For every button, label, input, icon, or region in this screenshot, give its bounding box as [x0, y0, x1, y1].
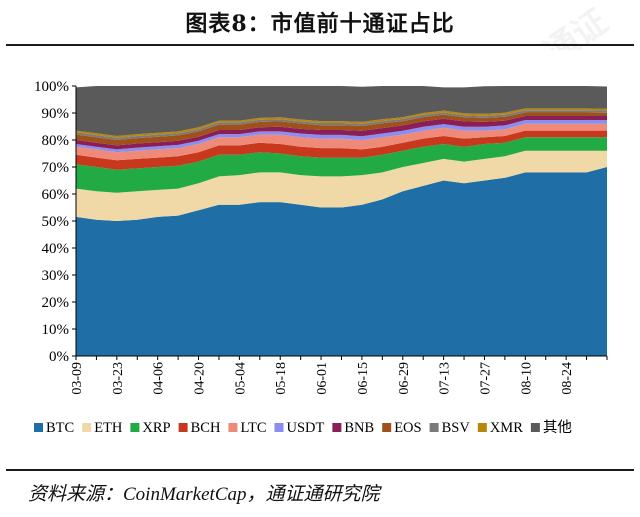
- x-tick-label: 06-01: [315, 362, 330, 395]
- y-tick-label: 40%: [42, 241, 70, 257]
- area-btc: [76, 167, 607, 356]
- x-tick-label: 06-29: [397, 362, 412, 395]
- x-tick-label: 07-27: [478, 362, 493, 395]
- legend: BTC ETH XRP BCH LTC USDT BNB EOS BSV XMR 其他: [34, 419, 572, 436]
- legend-swatch: [332, 423, 342, 432]
- legend-swatch: [477, 423, 487, 432]
- legend-label: BSV: [442, 420, 471, 436]
- legend-swatch: [34, 423, 43, 432]
- legend-label: BTC: [46, 420, 74, 436]
- x-tick-label: 03-23: [111, 362, 126, 395]
- legend-label: BCH: [191, 420, 221, 436]
- x-tick-label: 05-18: [274, 362, 289, 395]
- area-usdt: [76, 120, 607, 153]
- legend-swatch: [82, 423, 92, 432]
- x-tick-label: 07-13: [438, 362, 453, 395]
- area-xrp: [76, 137, 607, 193]
- chart-title: 图表8：市值前十通证占比: [185, 11, 455, 37]
- area-bnb: [76, 116, 607, 150]
- y-tick-label: 80%: [42, 133, 70, 149]
- legend-label: BNB: [344, 420, 374, 436]
- area-series-group: [76, 86, 607, 356]
- area-xmr: [76, 108, 607, 138]
- y-tick-label: 30%: [42, 268, 70, 284]
- x-tick-label: 05-04: [233, 362, 248, 395]
- title-divider: [6, 44, 634, 46]
- legend-label: XRP: [142, 420, 170, 436]
- area-eth: [76, 150, 607, 221]
- area-other: [76, 86, 607, 136]
- legend-swatch: [274, 423, 284, 432]
- area-ltc: [76, 123, 607, 161]
- legend-swatch: [178, 423, 188, 432]
- x-tick-label: 06-15: [356, 362, 371, 395]
- legend-label: 其他: [543, 419, 572, 436]
- source-divider: [6, 469, 634, 471]
- x-tick-label: 04-06: [152, 362, 167, 395]
- y-tick-label: 50%: [42, 214, 70, 230]
- chart-area: 0% 10% 20% 30% 40% 50% 60% 70% 80% 90% 100% 03-09 0…: [6, 50, 634, 462]
- source-note: 资料来源：CoinMarketCap，通证通研究院: [28, 484, 380, 505]
- area-bsv: [76, 110, 607, 140]
- legend-swatch: [530, 423, 540, 432]
- y-tick-label: 100%: [34, 79, 69, 95]
- stacked-area-chart: 0%10%20%30%40%50%60%70%80%90%100% 03-09 0…: [34, 79, 608, 436]
- x-tick-label: 03-09: [70, 362, 85, 395]
- legend-swatch: [382, 423, 392, 432]
- legend-swatch: [429, 423, 439, 432]
- legend-label: EOS: [394, 420, 421, 436]
- area-eos: [76, 112, 607, 146]
- y-axis: 0% 10% 20% 30% 40% 50% 60% 70% 80% 90% 100%: [34, 79, 77, 365]
- area-bch: [76, 130, 607, 170]
- y-tick-label: 70%: [42, 160, 70, 176]
- x-tick-label: 08-24: [560, 362, 575, 395]
- y-tick-label: 60%: [42, 187, 70, 203]
- legend-swatch: [130, 423, 140, 432]
- x-tick-label: 04-20: [193, 362, 208, 395]
- y-tick-label: 0%: [49, 349, 69, 365]
- y-tick-label: 90%: [42, 106, 70, 122]
- legend-label: ETH: [94, 420, 123, 436]
- legend-swatch: [228, 423, 238, 432]
- x-axis: 03-09 03-23 04-06 04-20 05-04 05-18 06-01 06-15…: [70, 355, 608, 395]
- y-tick-label: 10%: [42, 322, 70, 338]
- legend-label: XMR: [490, 420, 523, 436]
- legend-label: LTC: [240, 420, 266, 436]
- y-tick-label: 20%: [42, 295, 70, 311]
- legend-label: USDT: [287, 420, 325, 436]
- x-tick-label: 08-10: [519, 362, 534, 395]
